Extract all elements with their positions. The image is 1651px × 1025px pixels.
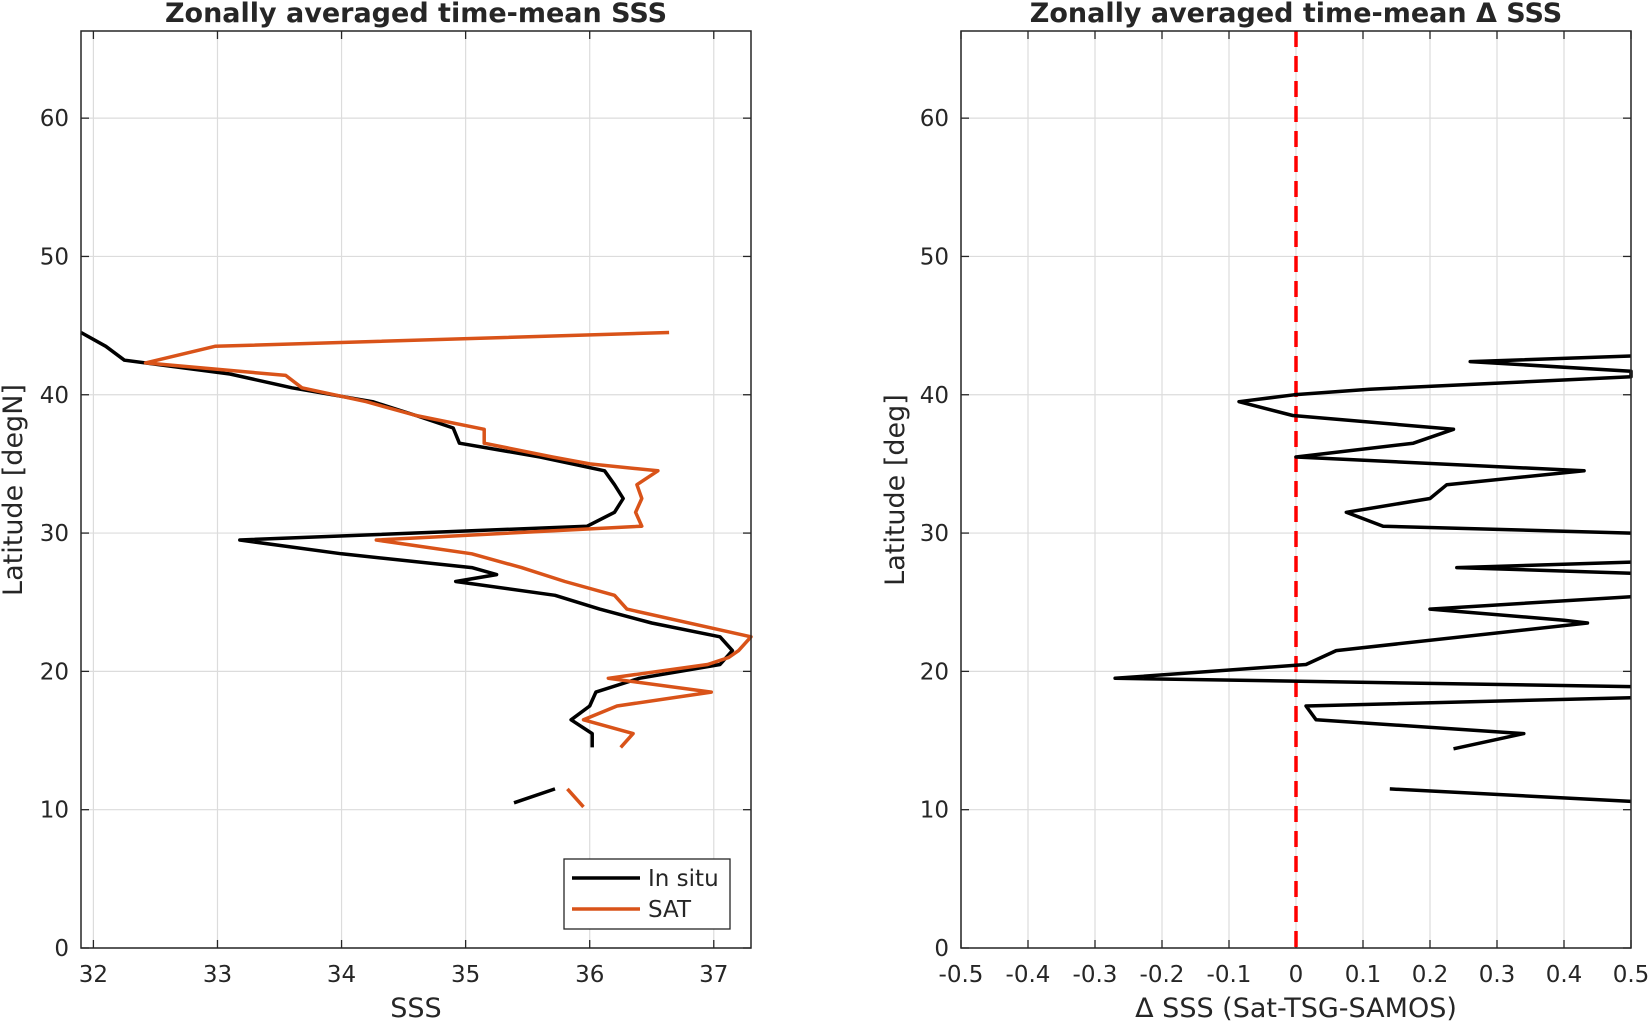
- right-series-delta-line: [1113, 594, 1632, 689]
- right-x-tick-label: -0.5: [939, 962, 984, 988]
- right-x-tick-label: 0.1: [1345, 962, 1382, 988]
- left-plot-area: [81, 31, 751, 948]
- left-y-tick-label: 10: [40, 798, 69, 824]
- right-x-tick-label: -0.4: [1006, 962, 1051, 988]
- left-y-tick-label: 0: [54, 936, 69, 962]
- right-x-tick-label: 0.5: [1613, 962, 1650, 988]
- right-x-tick-label: -0.2: [1140, 962, 1185, 988]
- left-y-tick-label: 60: [40, 106, 69, 132]
- right-series-delta-line: [1389, 787, 1632, 804]
- left-y-tick-label: 30: [40, 521, 69, 547]
- left-axes-box: [80, 30, 752, 949]
- left-lines: [80, 330, 753, 809]
- left-x-tick-label: 37: [699, 962, 728, 988]
- legend-label-in-situ: In situ: [648, 866, 719, 892]
- right-x-tick-label: 0.2: [1412, 962, 1449, 988]
- right-x-tick-label: 0: [1289, 962, 1304, 988]
- left-y-tick-label: 40: [40, 383, 69, 409]
- right-y-label: Latitude [deg]: [880, 394, 911, 586]
- left-y-tick-label: 50: [40, 244, 69, 270]
- right-y-tick-label: 60: [920, 106, 949, 132]
- left-y-tick-label: 20: [40, 659, 69, 685]
- right-x-label: Δ SSS (Sat-TSG-SAMOS): [1135, 993, 1457, 1024]
- right-y-tick-label: 40: [920, 383, 949, 409]
- legend-label-sat: SAT: [648, 897, 692, 923]
- left-x-tick-label: 33: [203, 962, 232, 988]
- left-axes: 32 33 34 35 36 37 0 10 20 30 40 50 60 Zonally averag…: [0, 0, 753, 1024]
- right-y-tick-label: 50: [920, 244, 949, 270]
- right-y-tick-label: 0: [934, 936, 949, 962]
- right-y-tick-label: 30: [920, 521, 949, 547]
- right-series-delta-line: [1304, 695, 1632, 751]
- left-x-label: SSS: [390, 993, 441, 1024]
- left-series-sat-line: [143, 330, 753, 749]
- left-x-tick-label: 34: [327, 962, 356, 988]
- right-axes-box: [960, 30, 1632, 949]
- left-series-in-situ-line: [513, 787, 556, 805]
- left-grid: [81, 31, 751, 949]
- left-x-tick-label: 35: [451, 962, 480, 988]
- right-x-tick-label: -0.1: [1207, 962, 1252, 988]
- left-y-label: Latitude [degN]: [0, 384, 29, 596]
- left-x-tick-label: 36: [575, 962, 604, 988]
- legend: In situ SAT: [563, 858, 731, 930]
- right-y-tick-label: 10: [920, 798, 949, 824]
- left-x-tick-label: 32: [79, 962, 108, 988]
- left-series-sat-line: [566, 787, 585, 809]
- right-y-tick-label: 20: [920, 659, 949, 685]
- left-title: Zonally averaged time-mean SSS: [165, 0, 667, 29]
- right-title: Zonally averaged time-mean Δ SSS: [1030, 0, 1562, 29]
- right-axes: -0.5 -0.4 -0.3 -0.2 -0.1 0 0.1 0.2 0.3 0.4 0.5 0 10 2…: [880, 0, 1649, 1024]
- right-series-delta-line: [1455, 560, 1632, 575]
- right-x-tick-label: -0.3: [1073, 962, 1118, 988]
- right-x-tick-label: 0.4: [1546, 962, 1583, 988]
- left-ticks: 32 33 34 35 36 37 0 10 20 30 40 50 60: [40, 31, 751, 988]
- right-lines: [1113, 354, 1633, 804]
- right-x-tick-label: 0.3: [1479, 962, 1516, 988]
- legend-box: [563, 858, 731, 930]
